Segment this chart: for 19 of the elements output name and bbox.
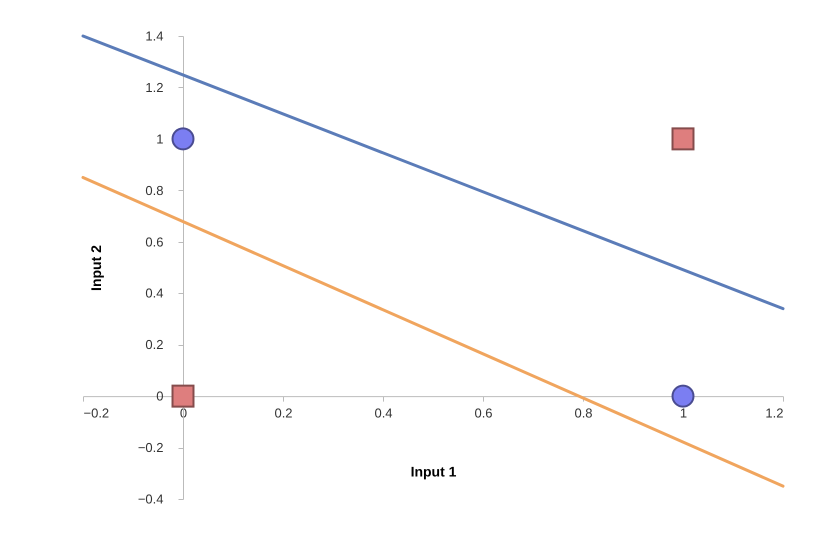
x-axis-title: Input 1 bbox=[410, 464, 457, 480]
y-axis-title: Input 2 bbox=[88, 244, 104, 291]
x-tick-label: 1 bbox=[680, 406, 688, 421]
x-tick-label: 0.2 bbox=[274, 406, 293, 421]
y-tick-label: 0.6 bbox=[145, 234, 164, 250]
x-tick-label: −0.2 bbox=[84, 406, 110, 421]
x-tick-label: 1.2 bbox=[765, 406, 784, 421]
y-tick-label: 1.2 bbox=[145, 80, 164, 95]
x-tick-label: 0.8 bbox=[574, 406, 593, 421]
y-tick-label: 0.4 bbox=[145, 286, 164, 301]
y-tick-label: 1 bbox=[156, 131, 164, 146]
x-tick-label: 0.4 bbox=[374, 406, 393, 421]
y-tick-label: 1.4 bbox=[145, 28, 164, 44]
y-tick-label: −0.2 bbox=[138, 440, 164, 456]
x-tick-label: 0.6 bbox=[474, 406, 493, 421]
y-tick-label: 0 bbox=[156, 388, 164, 404]
y-tick-label: −0.4 bbox=[138, 492, 164, 506]
y-tick-label: 0.8 bbox=[145, 182, 164, 198]
y-tick-label: 0.2 bbox=[145, 337, 164, 352]
